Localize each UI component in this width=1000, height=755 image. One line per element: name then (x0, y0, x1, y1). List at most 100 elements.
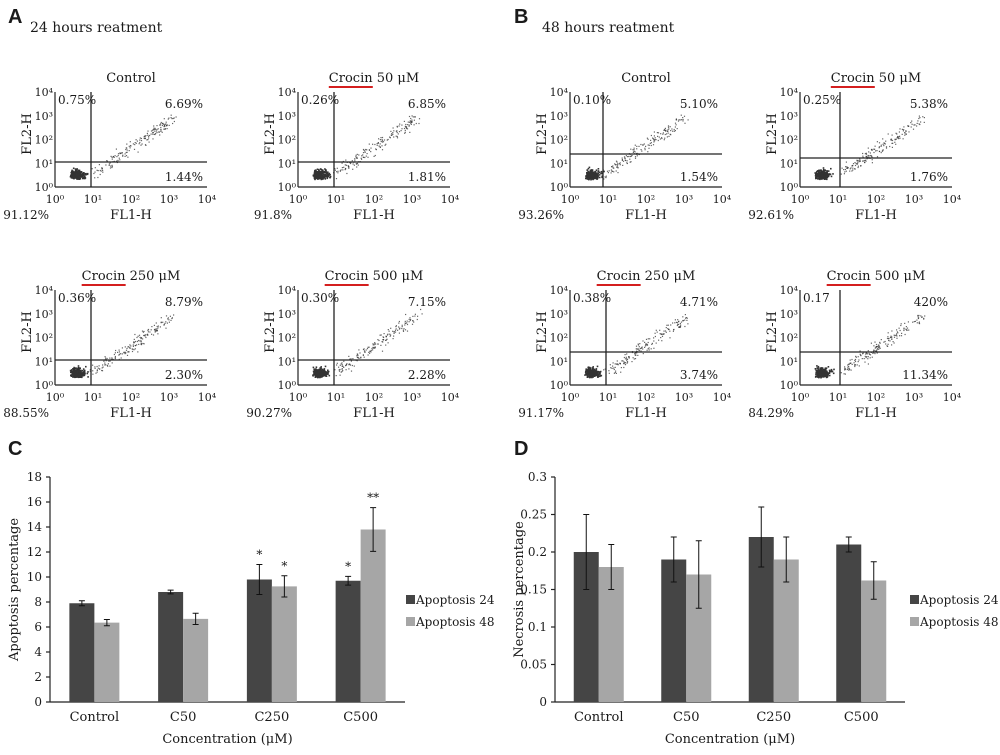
flow-y-axis-label: FL2-H (535, 311, 550, 353)
significance-marker: * (345, 559, 351, 573)
flow-title-crocin: Crocin (597, 269, 641, 284)
quadrant-live-value: 91.8% (254, 208, 292, 222)
flow-x-tick-label: 10¹ (829, 391, 847, 404)
flow-x-tick-label: 10³ (403, 391, 421, 404)
bar-category-label: C250 (254, 710, 289, 725)
flow-x-tick-label: 10⁰ (289, 391, 308, 404)
legend-label: Apoptosis 48 (415, 615, 495, 629)
flow-dots (584, 314, 689, 379)
flow-y-tick-label: 10² (278, 134, 296, 147)
quadrant-upper-right-value: 6.69% (165, 97, 203, 111)
bar-y-tick-label: 6 (34, 620, 42, 634)
quadrant-upper-right-value: 6.85% (408, 97, 446, 111)
flow-dots (814, 115, 925, 181)
bar-y-tick-label: 0 (34, 695, 42, 709)
bar-category-label: C50 (170, 710, 197, 725)
flow-y-tick-label: 10⁴ (550, 86, 569, 99)
bar-y-tick-label: 0 (539, 695, 547, 709)
quadrant-live-value: 88.55% (3, 406, 49, 420)
bar-apoptosis-48 (861, 580, 887, 702)
bar-category-label: Control (70, 710, 120, 725)
flow-x-tick-label: 10⁴ (441, 193, 460, 206)
panel-letter-b: B (514, 6, 529, 28)
bar-category-label: C50 (673, 710, 700, 725)
flow-x-tick-label: 10⁴ (441, 391, 460, 404)
flow-x-axis-label: FL1-H (110, 208, 152, 223)
flow-y-tick-label: 10¹ (35, 355, 53, 368)
flow-plot-title: Crocin 50 μM (329, 71, 419, 86)
bar-y-tick-label: 10 (27, 570, 42, 584)
flow-x-tick-label: 10⁴ (198, 193, 217, 206)
flow-x-tick-label: 10¹ (327, 193, 345, 206)
flow-y-tick-label: 10¹ (780, 157, 798, 170)
flow-x-tick-label: 10⁴ (943, 391, 962, 404)
bar-apoptosis-48 (773, 559, 799, 702)
bar-y-tick-label: 0.25 (520, 508, 547, 522)
bar-y-tick-label: 8 (34, 595, 42, 609)
flow-dots (69, 114, 177, 180)
quadrant-upper-left-value: 0.30% (301, 291, 339, 305)
flow-x-axis-label: FL1-H (855, 208, 897, 223)
flow-x-tick-label: 10⁰ (46, 193, 65, 206)
flow-x-tick-label: 10³ (905, 193, 923, 206)
flow-x-tick-label: 10² (637, 193, 655, 206)
flow-y-tick-label: 10⁰ (278, 379, 297, 392)
flow-title-dose: 250 μM (640, 269, 695, 284)
bar-apoptosis-48 (94, 622, 120, 702)
quadrant-upper-left-value: 0.36% (58, 291, 96, 305)
flow-y-tick-label: 10² (550, 134, 568, 147)
bar-apoptosis-24 (158, 592, 184, 702)
bar-y-tick-label: 16 (27, 495, 42, 509)
flow-dots (814, 314, 926, 379)
flow-x-tick-label: 10³ (160, 391, 178, 404)
flow-y-tick-label: 10¹ (780, 355, 798, 368)
flow-y-tick-label: 10⁰ (550, 379, 569, 392)
flow-title-text: Control (621, 71, 671, 86)
flow-y-axis-label: FL2-H (263, 311, 278, 353)
quadrant-lower-right-value: 1.44% (165, 170, 203, 184)
flow-x-tick-label: 10³ (905, 391, 923, 404)
flow-y-axis-label: FL2-H (765, 311, 780, 353)
flow-dots (69, 314, 175, 379)
flow-x-tick-label: 10² (122, 193, 140, 206)
flow-x-axis-label: FL1-H (625, 406, 667, 421)
flow-title-dose: 50 μM (373, 71, 420, 86)
bar-x-axis-label: Concentration (μM) (162, 732, 292, 747)
flow-plot-2: 10⁰ 10¹ 10² 10³ 10⁴ 10⁰ 10¹ 10² 10³ 10⁴ FL2-H FL1-H… (254, 71, 460, 223)
flow-y-axis-label: FL2-H (20, 311, 35, 353)
bar-apoptosis-24 (836, 544, 862, 702)
flow-title-crocin: Crocin (82, 269, 126, 284)
flow-y-tick-label: 10² (278, 332, 296, 345)
flow-dots (585, 114, 689, 181)
flow-y-tick-label: 10² (780, 332, 798, 345)
significance-marker: * (256, 548, 262, 562)
flow-x-tick-label: 10¹ (599, 193, 617, 206)
flow-dots (312, 115, 421, 181)
flow-title-dose: 50 μM (875, 71, 922, 86)
bar-y-tick-label: 18 (27, 470, 42, 484)
flow-y-tick-label: 10⁰ (278, 181, 297, 194)
quadrant-live-value: 91.17% (518, 406, 564, 420)
flow-dots (312, 308, 423, 379)
flow-y-tick-label: 10² (780, 134, 798, 147)
bar-y-tick-label: 0.1 (528, 620, 547, 634)
bar-apoptosis-24 (69, 603, 95, 702)
flow-y-tick-label: 10³ (550, 110, 568, 123)
bar-apoptosis-48 (360, 529, 386, 702)
bar-category-label: C500 (844, 710, 879, 725)
flow-x-tick-label: 10¹ (327, 391, 345, 404)
quadrant-live-value: 92.61% (748, 208, 794, 222)
flow-x-tick-label: 10² (867, 193, 885, 206)
significance-marker: ** (367, 491, 379, 505)
flow-y-tick-label: 10³ (278, 110, 296, 123)
panel-letter-a: A (8, 6, 23, 28)
flow-y-tick-label: 10⁰ (35, 181, 54, 194)
flow-y-tick-label: 10³ (780, 308, 798, 321)
flow-y-tick-label: 10⁰ (550, 181, 569, 194)
flow-x-tick-label: 10⁰ (791, 193, 810, 206)
flow-plot-5: 10⁰ 10¹ 10² 10³ 10⁴ 10⁰ 10¹ 10² 10³ 10⁴ FL2-H FL1-H… (518, 71, 732, 223)
flow-x-tick-label: 10³ (160, 193, 178, 206)
flow-title-crocin: Crocin (325, 269, 369, 284)
quadrant-upper-right-value: 420% (914, 295, 948, 309)
